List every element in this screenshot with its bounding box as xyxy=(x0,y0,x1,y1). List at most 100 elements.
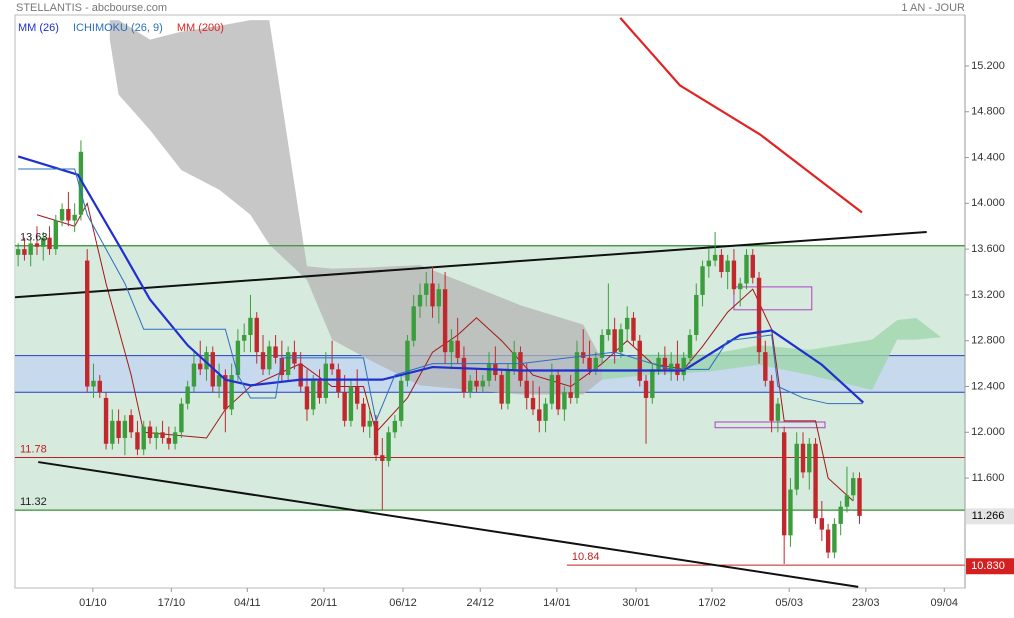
x-tick-label: 23/03 xyxy=(852,597,880,609)
candle-body xyxy=(223,375,228,410)
candle-body xyxy=(574,352,580,398)
x-tick-label: 14/01 xyxy=(543,597,571,609)
candle-body xyxy=(386,432,391,461)
candle-body xyxy=(800,443,806,473)
candle-body xyxy=(41,237,46,247)
candle-body xyxy=(254,317,259,353)
candle-body xyxy=(505,369,511,404)
candle-body xyxy=(47,237,52,250)
candle-body xyxy=(543,403,548,421)
candle-body xyxy=(424,283,429,295)
candle-body xyxy=(329,363,335,370)
legend-entry: ICHIMOKU (26, 9) xyxy=(73,22,163,34)
candle-body xyxy=(116,420,121,439)
y-tick-label: 12.000 xyxy=(971,426,1005,438)
candle-body xyxy=(756,277,762,353)
y-tick-label: 14.000 xyxy=(971,197,1005,209)
candle-body xyxy=(72,214,77,221)
candle-body xyxy=(53,220,59,250)
candle-body xyxy=(656,357,661,370)
candle-body xyxy=(650,369,655,398)
candle-body xyxy=(122,420,128,439)
candle-body xyxy=(681,357,686,376)
candle-body xyxy=(135,432,140,450)
candle-body xyxy=(511,352,517,370)
x-tick-label: 09/04 xyxy=(931,597,959,609)
candle-body xyxy=(499,375,504,404)
overlay: 13.63 11.78 11.32 10.84 MM (26) ICHIMOKU (26,… xyxy=(18,15,1014,609)
candle-body xyxy=(229,375,234,410)
candle-body xyxy=(141,426,146,450)
candle-body xyxy=(78,151,84,215)
x-tick-label: 30/01 xyxy=(622,597,650,609)
candle-body xyxy=(857,478,862,516)
x-tick-label: 24/12 xyxy=(467,597,495,609)
candle-body xyxy=(832,523,837,553)
candle-body xyxy=(474,380,479,387)
plot xyxy=(15,17,965,588)
candle-body xyxy=(28,243,33,255)
x-tick-label: 20/11 xyxy=(311,597,338,609)
x-tick-label: 17/10 xyxy=(158,597,186,609)
candle-body xyxy=(373,420,379,456)
candle-body xyxy=(34,243,40,247)
candle-body xyxy=(154,432,159,439)
candle-body xyxy=(537,409,542,421)
x-tick-label: 06/12 xyxy=(389,597,417,609)
candle-body xyxy=(719,254,724,273)
candle-body xyxy=(91,380,96,387)
candle-body xyxy=(235,340,241,376)
candle-body xyxy=(618,329,624,353)
candle-body xyxy=(204,352,209,370)
candle-body xyxy=(179,403,184,433)
candle-body xyxy=(147,426,153,439)
y-tick-label: 11.600 xyxy=(972,472,1005,484)
series-line xyxy=(18,168,863,423)
y-tick-label: 14.400 xyxy=(971,151,1005,163)
level-label: 11.78 xyxy=(20,443,47,455)
candle-body xyxy=(405,340,410,381)
candle-body xyxy=(66,209,71,221)
zone-box xyxy=(714,421,826,429)
ichimoku-cloud xyxy=(109,20,603,395)
candle-body xyxy=(781,432,787,536)
candle-body xyxy=(631,317,636,341)
candle-body xyxy=(480,380,485,387)
candle-body xyxy=(355,386,360,404)
candle-body xyxy=(267,346,272,370)
candle-body xyxy=(662,357,668,370)
price-tag-label: 11.266 xyxy=(972,510,1005,522)
zone-box xyxy=(733,286,813,311)
candle-body xyxy=(518,352,523,381)
y-tick-label: 12.800 xyxy=(971,335,1005,347)
x-tick-label: 04/11 xyxy=(234,597,261,609)
candle-body xyxy=(562,392,567,410)
candle-body xyxy=(103,397,109,444)
y-tick-label: 13.600 xyxy=(971,243,1005,255)
candle-body xyxy=(59,209,65,221)
series-line xyxy=(17,155,865,404)
candle-body xyxy=(731,260,737,290)
candle-body xyxy=(794,443,799,490)
candle-body xyxy=(549,375,555,404)
y-tick-label: 12.400 xyxy=(971,380,1005,392)
candle-body xyxy=(606,329,611,335)
candle-body xyxy=(241,334,247,341)
legend-entry: MM (26) xyxy=(18,22,59,34)
candle-body xyxy=(807,443,812,473)
candle-body xyxy=(392,420,398,433)
candle-body xyxy=(612,329,617,353)
candle-body xyxy=(336,369,341,393)
price-tag xyxy=(966,558,1014,575)
candle-body xyxy=(22,249,27,255)
level-label: 13.63 xyxy=(20,232,48,244)
candle-body xyxy=(486,363,492,381)
candle-body xyxy=(838,506,843,524)
candle-body xyxy=(417,294,423,307)
candle-body xyxy=(819,518,825,530)
y-tick-label: 14.800 xyxy=(971,106,1005,118)
trendline xyxy=(38,461,859,588)
candle-body xyxy=(380,455,385,461)
candle-body xyxy=(738,283,743,290)
